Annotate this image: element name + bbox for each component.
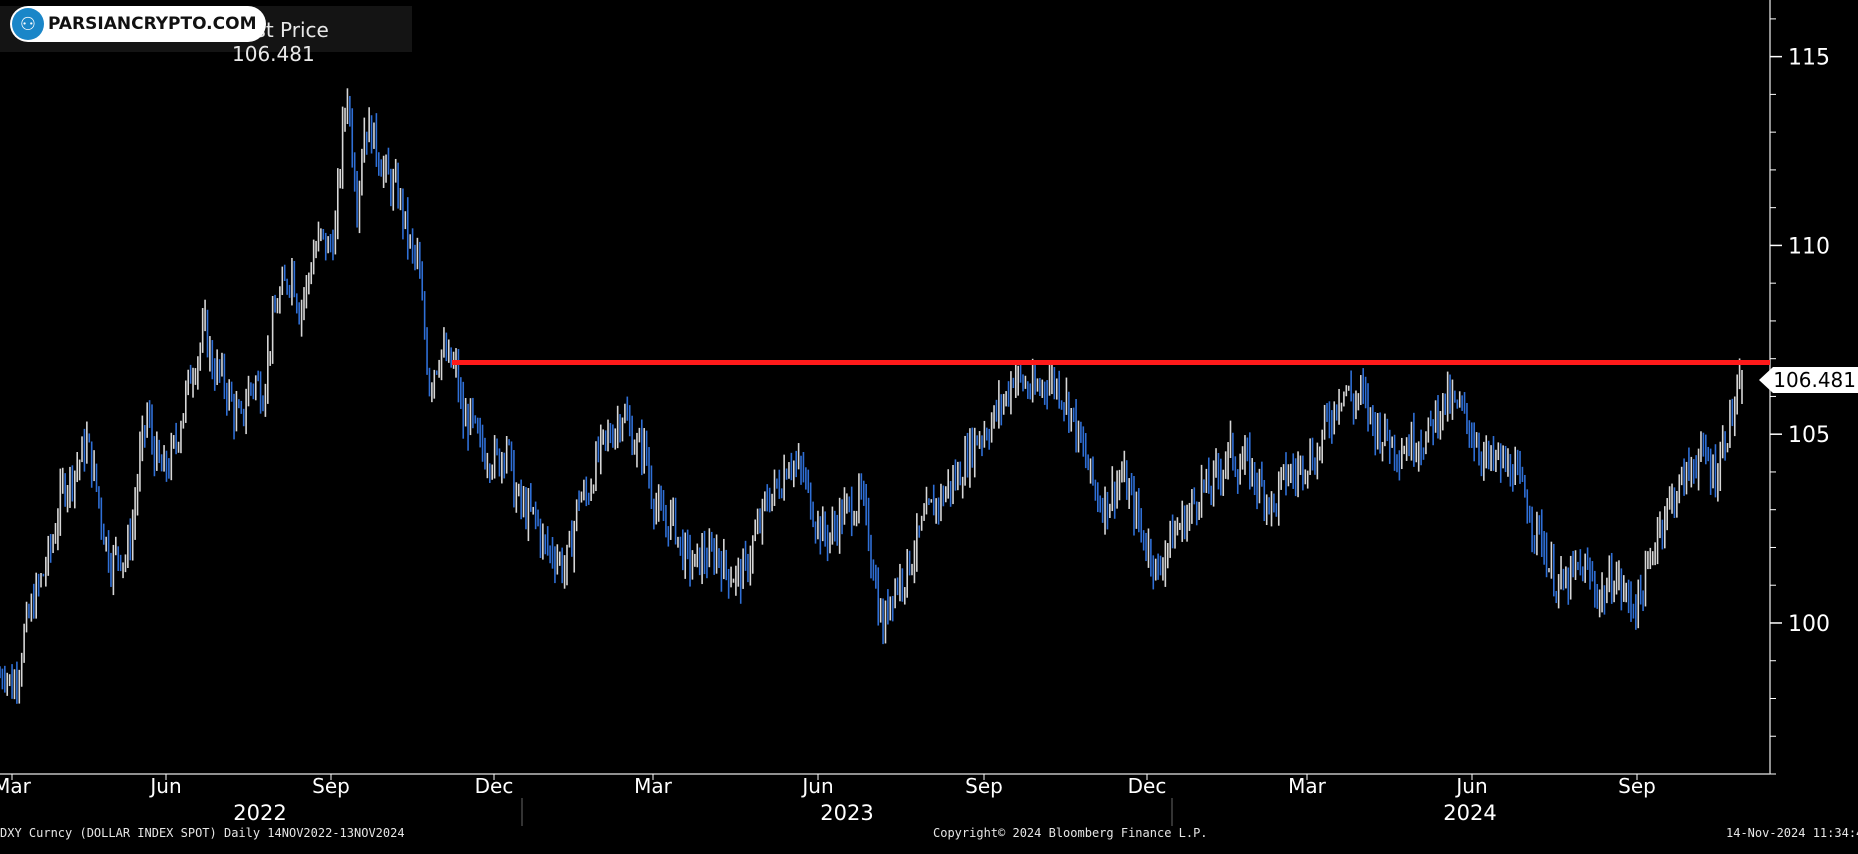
x-tick-label: Mar <box>0 774 32 798</box>
x-tick-label: Jun <box>1454 774 1487 798</box>
x-tick-label: Sep <box>965 774 1003 798</box>
x-tick-label: Jun <box>148 774 181 798</box>
x-year-label: 2023 <box>820 801 873 825</box>
x-year-label: 2024 <box>1443 801 1496 825</box>
x-tick-label: Mar <box>634 774 673 798</box>
x-tick-label: Mar <box>1288 774 1327 798</box>
footer-ticker: DXY Curncy (DOLLAR INDEX SPOT) Daily 14N… <box>0 826 405 840</box>
y-tick-label: 105 <box>1788 423 1830 448</box>
x-tick-label: Sep <box>312 774 350 798</box>
last-price-tag: 106.481 <box>1759 367 1858 393</box>
y-tick-label: 110 <box>1788 234 1830 259</box>
footer-timestamp: 14-Nov-2024 11:34:40 <box>1726 826 1858 840</box>
x-year-label: 2022 <box>233 801 286 825</box>
watermark-logo: ⚇ PARSIANCRYPTO.COM <box>10 6 267 42</box>
price-series <box>0 88 1743 704</box>
y-axis-ticks: 100 105 110 115 <box>1770 18 1830 775</box>
footer-copyright: Copyright© 2024 Bloomberg Finance L.P. <box>933 826 1208 840</box>
network-people-icon: ⚇ <box>12 8 44 40</box>
x-tick-label: Dec <box>1128 774 1167 798</box>
x-axis-years: 2022 2023 2024 <box>233 798 1497 826</box>
x-tick-label: Jun <box>800 774 833 798</box>
y-tick-label: 100 <box>1788 612 1830 637</box>
watermark-text: PARSIANCRYPTO.COM <box>48 14 257 34</box>
x-axis-ticks: Mar Jun Sep Dec Mar Jun Sep Dec Mar Jun Sep <box>0 774 1656 798</box>
y-tick-label: 115 <box>1788 46 1830 71</box>
x-tick-label: Dec <box>475 774 514 798</box>
x-tick-label: Sep <box>1618 774 1656 798</box>
